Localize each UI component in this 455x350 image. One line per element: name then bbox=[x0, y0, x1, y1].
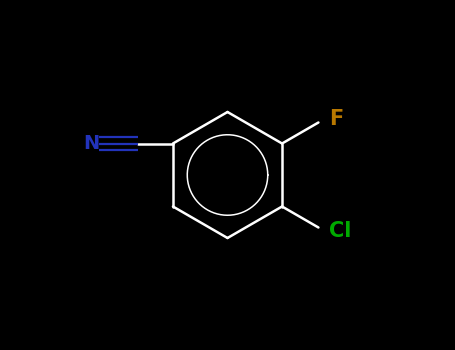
Text: N: N bbox=[84, 134, 100, 153]
Text: Cl: Cl bbox=[329, 221, 351, 241]
Text: F: F bbox=[329, 109, 343, 129]
